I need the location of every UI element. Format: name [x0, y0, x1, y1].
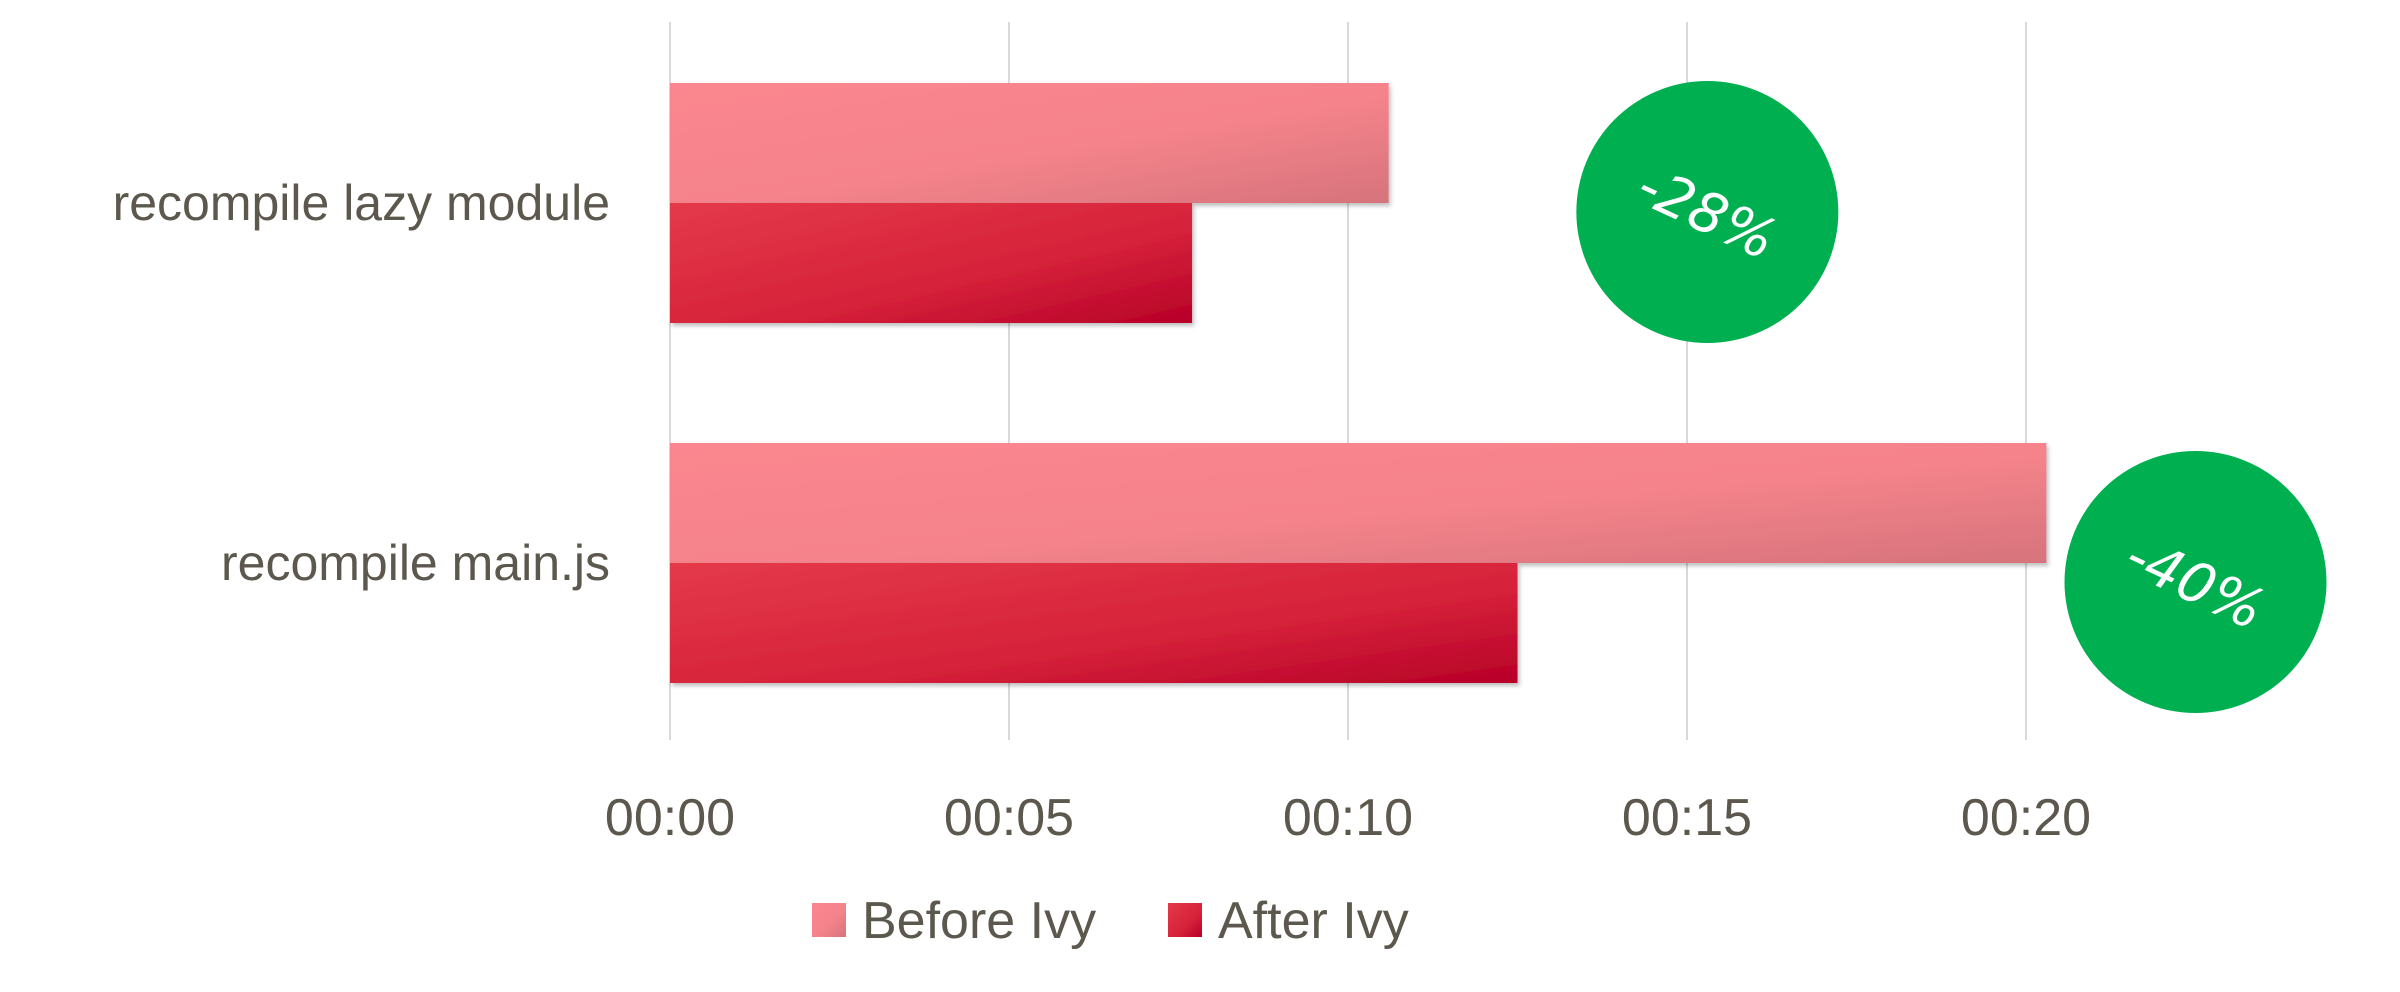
category-labels: recompile lazy module recompile main.js	[113, 175, 610, 591]
bar-after-ivy	[670, 203, 1193, 323]
legend-swatch-before-ivy	[812, 903, 846, 937]
x-tick-label: 00:20	[1961, 789, 2091, 847]
x-tick-label: 00:00	[605, 789, 735, 847]
x-tick-label: 00:15	[1622, 789, 1752, 847]
percent-change-badge	[1576, 81, 1839, 343]
bar-before-ivy	[670, 83, 1389, 203]
bar-before-ivy	[670, 443, 2047, 563]
x-tick-label: 00:10	[1283, 789, 1413, 847]
x-tick-labels: 00:00 00:05 00:10 00:15 00:20	[605, 789, 2091, 847]
legend-label-before-ivy: Before Ivy	[862, 892, 1096, 950]
percent-change-badge	[2064, 451, 2327, 713]
bar-after-ivy	[670, 563, 1518, 683]
bars	[670, 83, 2047, 683]
legend-label-after-ivy: After Ivy	[1218, 892, 1409, 950]
category-label: recompile lazy module	[113, 175, 610, 231]
legend-swatch-after-ivy	[1168, 903, 1202, 937]
x-tick-label: 00:05	[944, 789, 1074, 847]
category-label: recompile main.js	[221, 535, 610, 591]
legend: Before Ivy After Ivy	[812, 892, 1409, 950]
annotation-badges: -28%-40%	[1576, 81, 2327, 713]
